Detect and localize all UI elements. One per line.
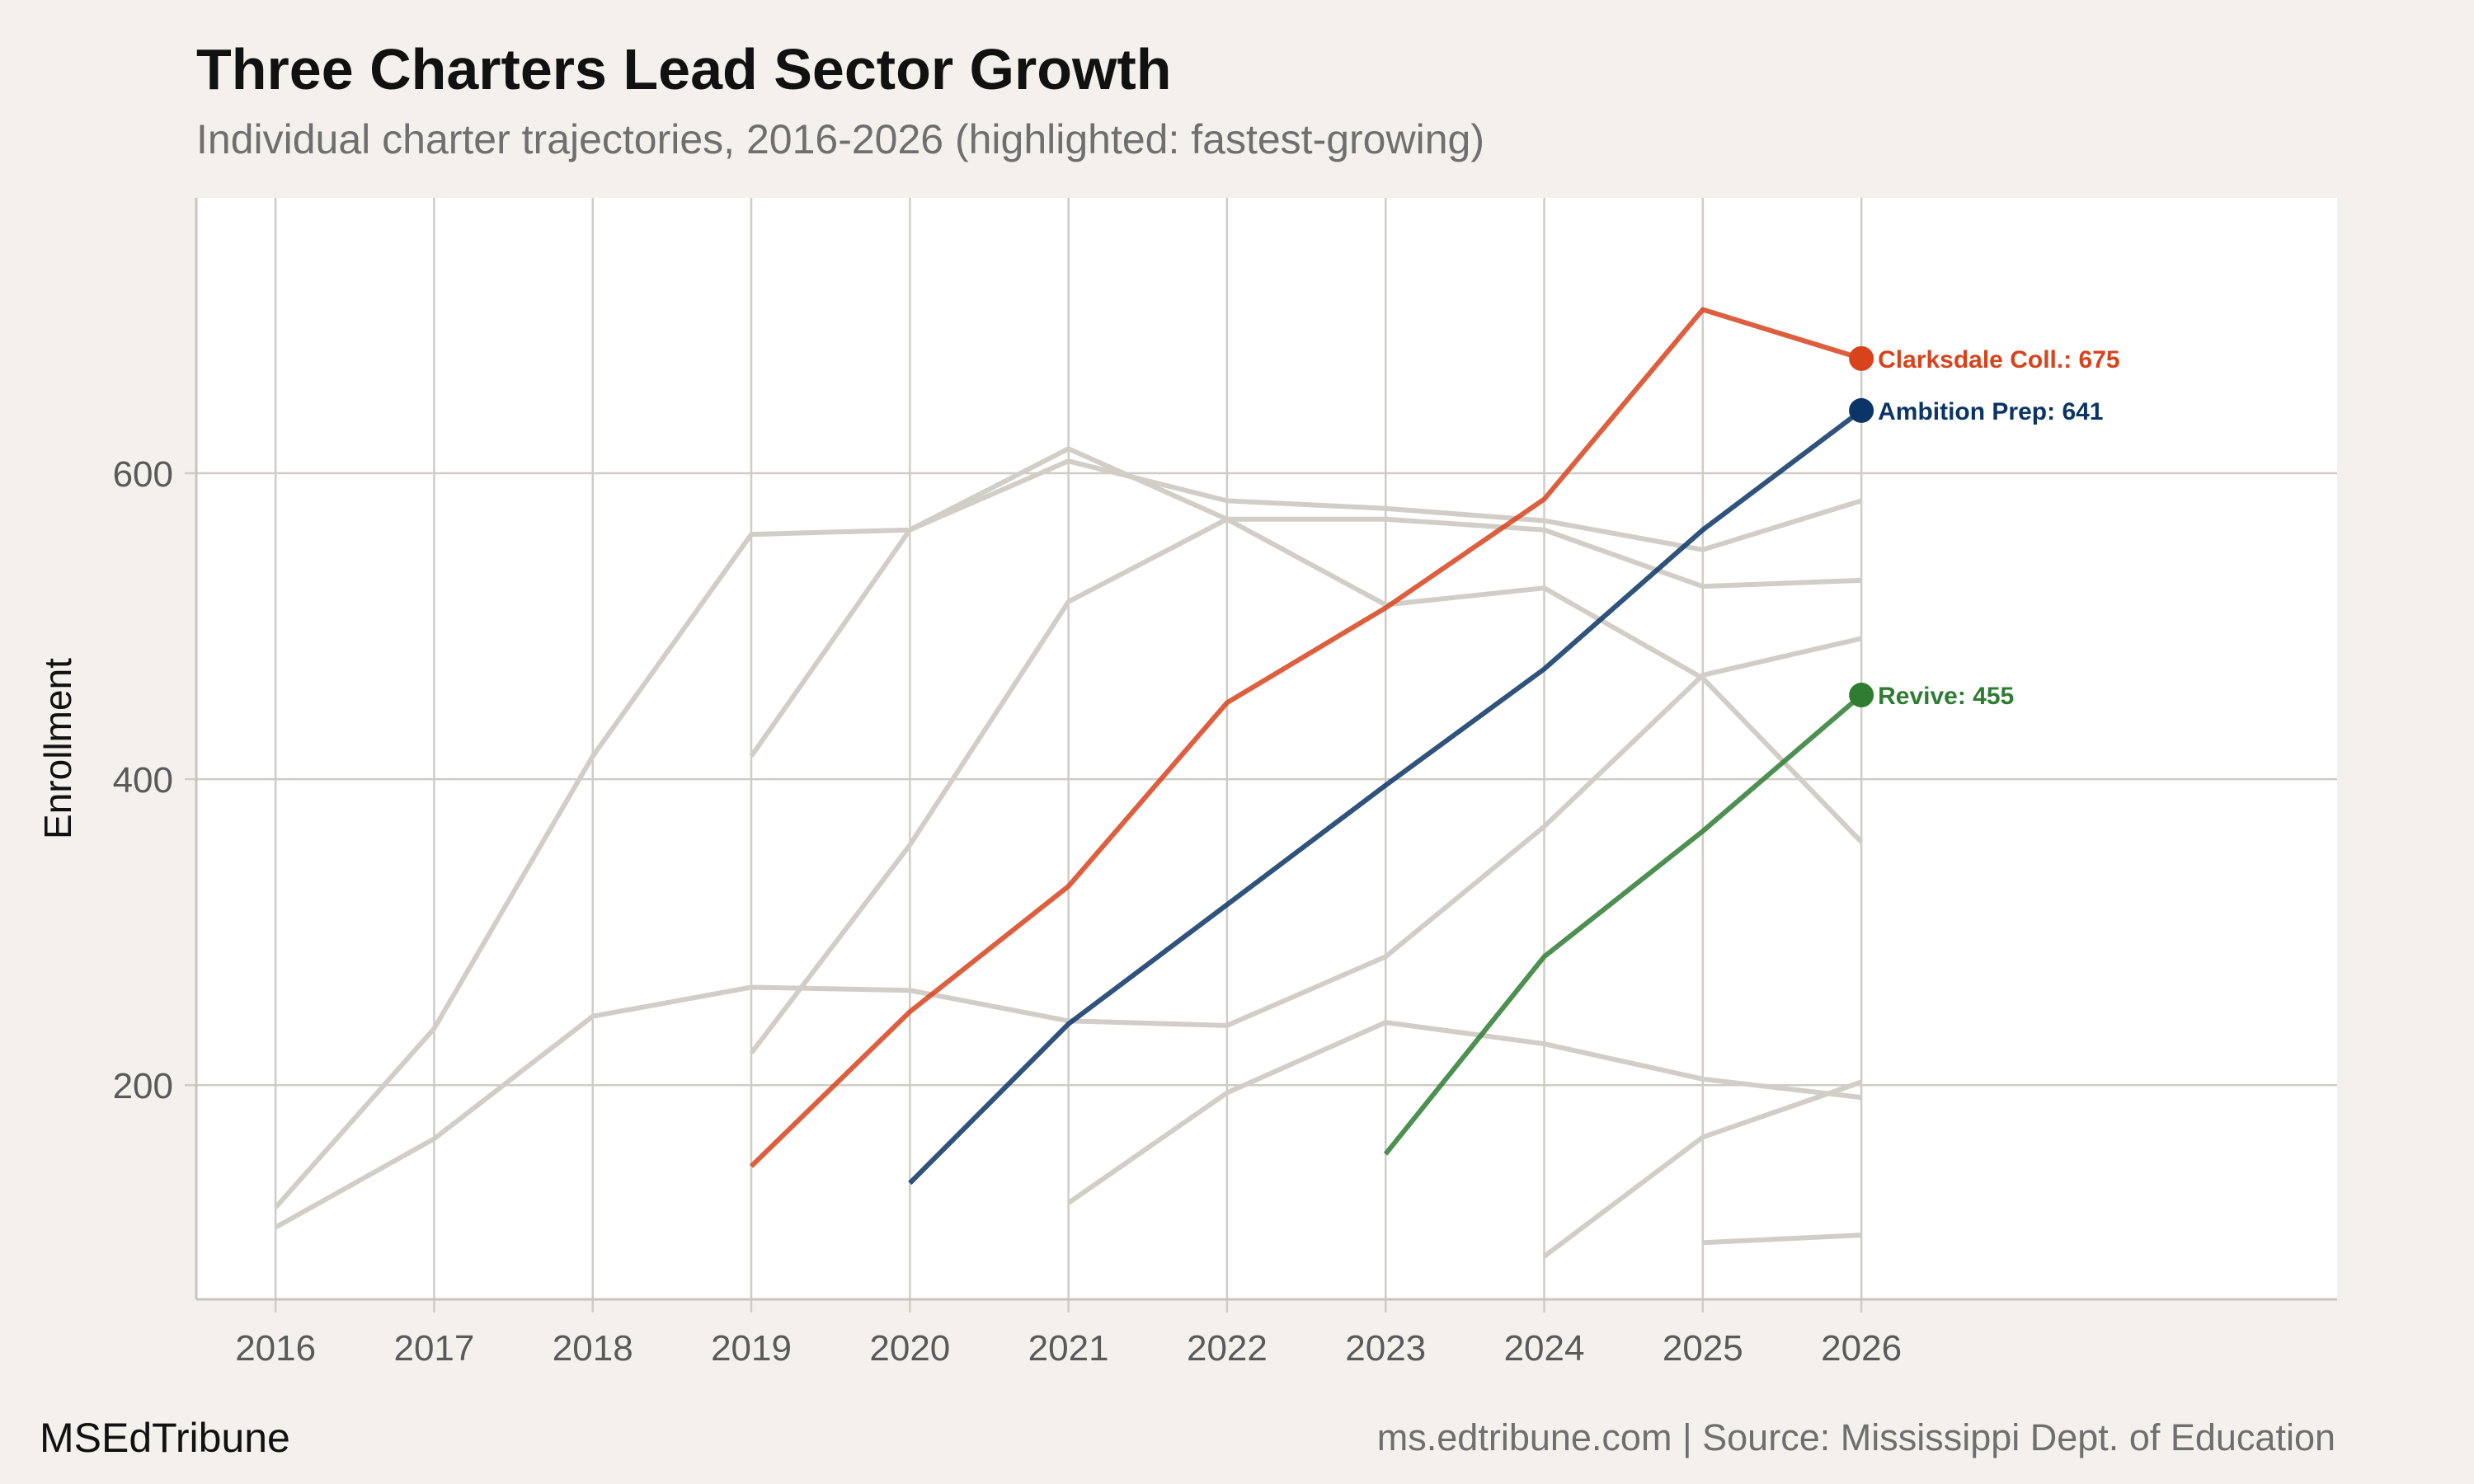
context-series-line (273, 446, 1862, 1209)
y-tick-label: 400 (113, 760, 173, 801)
x-tick-label: 2023 (1345, 1328, 1426, 1369)
series-end-point (1849, 683, 1874, 708)
series-end-point (1849, 397, 1874, 423)
x-tick-label: 2018 (553, 1328, 633, 1369)
highlight-series-line (749, 307, 1862, 1168)
chart-subtitle: Individual charter trajectories, 2016-20… (196, 116, 1484, 162)
highlighted-series (749, 307, 1864, 1186)
plot-area (196, 198, 2337, 1299)
x-tick-label: 2026 (1821, 1328, 1902, 1369)
context-series-line (1542, 1079, 1863, 1259)
x-tick-label: 2024 (1504, 1328, 1585, 1369)
grid (196, 198, 2337, 1299)
context-series-line (749, 458, 1862, 758)
context-series-line (1066, 1020, 1862, 1205)
highlight-series-line (1383, 693, 1864, 1156)
chart-title: Three Charters Lead Sector Growth (196, 37, 1172, 101)
x-tick-label: 2020 (869, 1328, 950, 1369)
x-tick-label: 2016 (235, 1328, 316, 1369)
x-tick-label: 2019 (711, 1328, 792, 1369)
source-note: ms.edtribune.com | Source: Mississippi D… (1376, 1416, 2335, 1458)
brand-name: MSEdTribune (40, 1415, 290, 1461)
series-end-point (1849, 345, 1874, 371)
context-series-line (1702, 1233, 1862, 1246)
x-tick-label: 2017 (393, 1328, 474, 1369)
series-end-label: Clarksdale Coll.: 675 (1878, 346, 2119, 373)
x-tick-label: 2022 (1187, 1328, 1268, 1369)
context-series-line (749, 516, 1864, 1055)
series-end-label: Revive: 455 (1878, 683, 2014, 710)
series-end-label: Ambition Prep: 641 (1878, 398, 2103, 425)
axes: 2016 2017 2018 2019 2020 2021 2022 2023 2024 2025… (113, 198, 2337, 1369)
end-labels: Clarksdale Coll.: 675 Ambition Prep: 641 R… (1849, 345, 2120, 710)
x-tick-label: 2025 (1663, 1328, 1743, 1369)
y-axis-title: Enrollment (36, 658, 79, 839)
x-tick-label: 2021 (1028, 1328, 1109, 1369)
y-tick-label: 600 (113, 454, 173, 495)
highlight-series-line (908, 408, 1863, 1186)
y-tick-label: 200 (113, 1066, 173, 1106)
